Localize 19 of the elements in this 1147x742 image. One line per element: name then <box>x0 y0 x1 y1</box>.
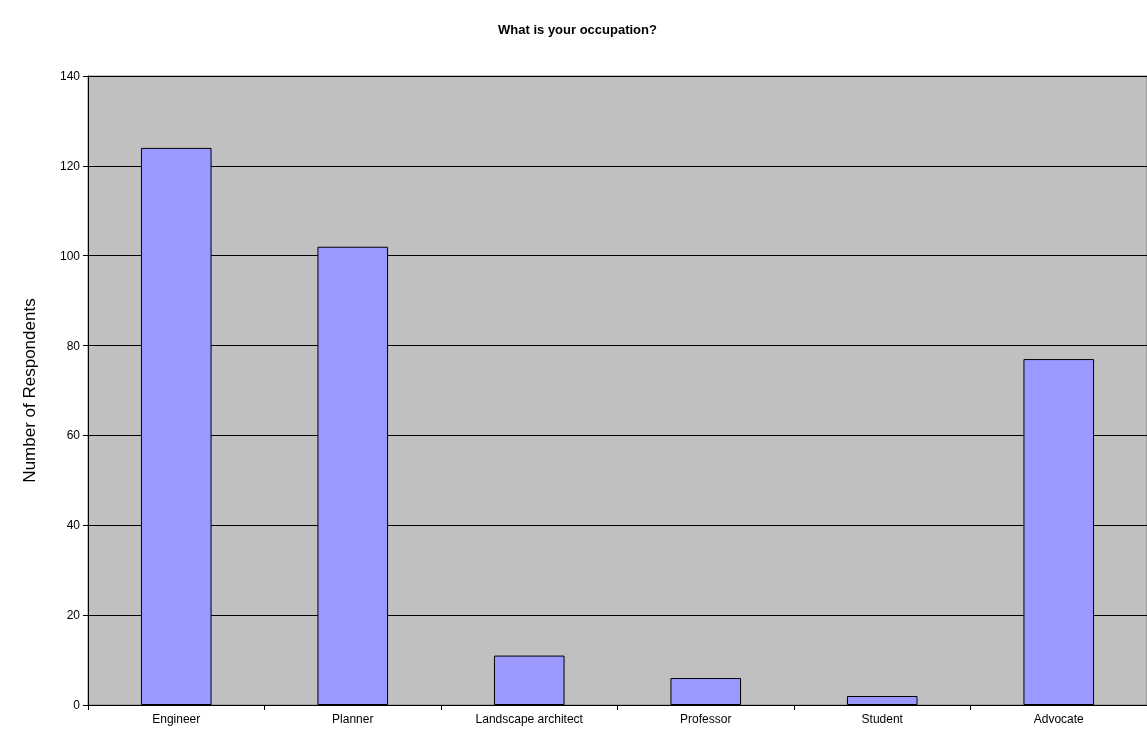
y-tick-label: 100 <box>59 248 81 263</box>
y-tick-label: 60 <box>66 428 81 443</box>
y-tick-label: 80 <box>66 338 81 353</box>
y-tick-label: 140 <box>59 69 81 83</box>
bar <box>493 655 565 705</box>
y-tick-label: 20 <box>66 608 81 623</box>
bar <box>846 696 918 705</box>
x-tick-label: Student <box>861 712 904 726</box>
x-tick-label: Engineer <box>152 712 201 726</box>
x-tick-label: Advocate <box>1033 712 1085 726</box>
y-tick-label: 120 <box>59 158 81 173</box>
chart-title: What is your occupation? <box>498 22 657 37</box>
x-tick-label: Planner <box>332 712 374 726</box>
y-tick-label: 40 <box>66 518 81 533</box>
y-tick-label: 0 <box>73 698 81 712</box>
x-tick-label: Landscape architect <box>475 712 584 726</box>
x-tick-label: Professor <box>680 712 732 726</box>
y-axis-title: Number of Respondents <box>20 298 39 483</box>
bar <box>670 678 742 705</box>
